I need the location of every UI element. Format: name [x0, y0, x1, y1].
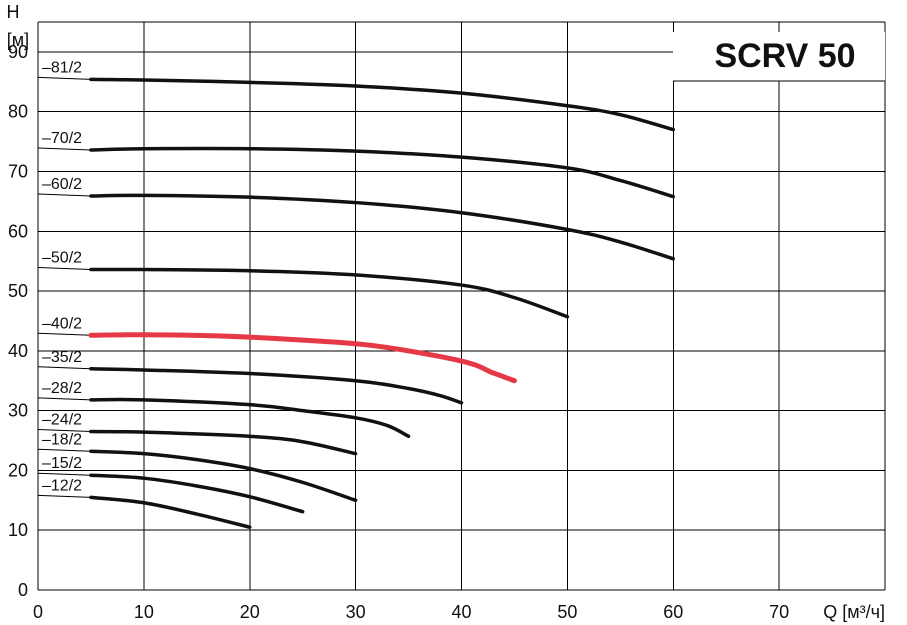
curve-leader-24-2: [37, 429, 91, 433]
curve-leader-81-2: [37, 76, 91, 80]
curve-labels-layer: –81/2 –70/2 –60/2 –50/2 –40/2 –35/2 –28/2 –24/2…: [37, 59, 91, 498]
curve-line-70-2: [89, 146, 675, 199]
y-tick-label: 70: [8, 161, 28, 181]
x-axis-label: Q [м³/ч]: [823, 602, 885, 622]
curve-line-24-2: [89, 429, 358, 456]
x-tick-label: 40: [451, 602, 471, 622]
x-tick-label: 10: [134, 602, 154, 622]
y-tick-label: 60: [8, 221, 28, 241]
curve-leader-40-2: [37, 332, 91, 336]
curve-leader-50-2: [37, 267, 91, 271]
curve-leader-15-2: [37, 472, 91, 476]
y-tick-label: 0: [18, 580, 28, 600]
curve-leader-28-2: [37, 397, 91, 401]
y-axis-label-unit: [м]: [7, 30, 29, 50]
curve-line-81-2: [89, 77, 675, 132]
title-mask: [673, 32, 885, 81]
curve-line-40-2: [88, 332, 517, 384]
y-tick-label: 80: [8, 102, 28, 122]
curve-label-18-2: –18/2: [42, 431, 82, 448]
x-tick-label: 20: [240, 602, 260, 622]
title-layer: SCRV 50: [673, 32, 885, 82]
x-tick-label: 0: [33, 602, 43, 622]
y-tick-label: 40: [8, 341, 28, 361]
curve-leader-70-2: [37, 147, 91, 151]
curve-label-50-2: –50/2: [42, 250, 82, 267]
curve-line-50-2: [89, 267, 570, 319]
curve-leader-35-2: [37, 366, 91, 370]
curve-label-35-2: –35/2: [42, 349, 82, 366]
grid-layer: [37, 21, 886, 591]
curve-line-28-2: [89, 397, 411, 439]
y-tick-label: 30: [8, 401, 28, 421]
curve-line-60-2: [89, 193, 675, 261]
curve-label-81-2: –81/2: [42, 59, 82, 76]
curves-layer: [88, 77, 675, 529]
curve-line-18-2: [89, 449, 358, 503]
y-tick-label: 50: [8, 281, 28, 301]
curve-leader-12-2: [37, 494, 91, 498]
x-tick-label: 50: [557, 602, 577, 622]
y-tick-label: 90: [8, 42, 28, 62]
curve-label-60-2: –60/2: [42, 176, 82, 193]
curve-label-28-2: –28/2: [42, 380, 82, 397]
curve-label-12-2: –12/2: [42, 477, 82, 494]
x-tick-label: 70: [769, 602, 789, 622]
y-tick-label: 10: [8, 520, 28, 540]
y-axis-label-symbol: H: [7, 2, 20, 22]
curve-leader-60-2: [37, 193, 91, 197]
curve-label-15-2: –15/2: [42, 455, 82, 472]
x-tick-label: 60: [663, 602, 683, 622]
curve-label-24-2: –24/2: [42, 412, 82, 429]
axis-layer: 0 10 20 30 40 50 60 70 0 10 20 30 40 50 60 70 80 90 H [м] Q …: [7, 2, 885, 622]
curve-leader-18-2: [37, 448, 91, 452]
curve-line-35-2: [89, 367, 464, 405]
x-tick-label: 30: [346, 602, 366, 622]
curve-line-15-2: [89, 473, 305, 514]
curve-label-40-2: –40/2: [42, 315, 82, 332]
curve-label-70-2: –70/2: [42, 130, 82, 147]
chart-title: SCRV 50: [714, 37, 855, 75]
y-tick-label: 20: [8, 460, 28, 480]
curve-line-12-2: [89, 495, 252, 529]
